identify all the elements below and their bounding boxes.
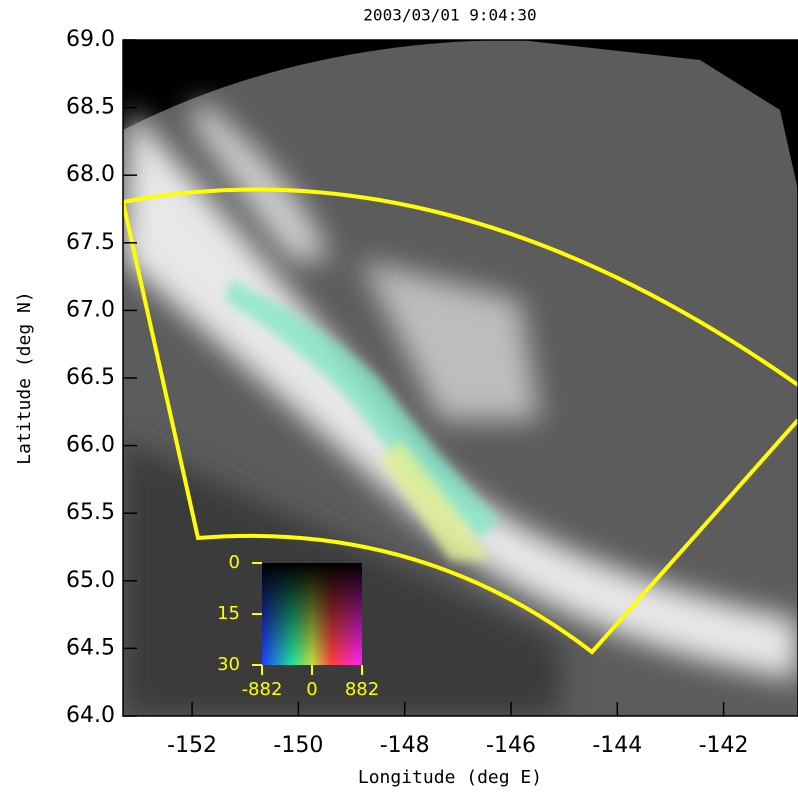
y-tick-label: 68.5	[66, 95, 115, 120]
colorbar-y-label: 0	[229, 552, 240, 573]
colorbar-fade	[262, 563, 362, 665]
y-tick-label: 66.5	[66, 365, 115, 390]
colorbar: 0 15 30-882 0 882	[217, 552, 379, 700]
colorbar-y-label: 30	[217, 654, 240, 675]
y-tick-label: 68.0	[66, 162, 115, 187]
y-axis-label: Latitude (deg N)	[14, 291, 35, 464]
y-tick-label: 67.5	[66, 230, 115, 255]
x-tick-label: -144	[592, 733, 642, 758]
x-tick-label: -142	[699, 733, 749, 758]
x-tick-label: -148	[380, 733, 430, 758]
colorbar-y-label: 15	[217, 603, 240, 624]
chart-title: 2003/03/01 9:04:30	[363, 6, 536, 25]
y-tick-label: 66.0	[66, 433, 115, 458]
fan-outline	[121, 187, 798, 655]
x-axis-label: Longitude (deg E)	[358, 767, 542, 788]
x-tick-label: -150	[273, 733, 323, 758]
y-tick-label: 64.5	[66, 635, 115, 660]
aurora-image	[123, 40, 798, 716]
y-tick-label: 64.0	[66, 703, 115, 728]
x-tick-label: -146	[486, 733, 536, 758]
y-tick-label: 65.5	[66, 500, 115, 525]
x-tick-label: -152	[167, 733, 217, 758]
colorbar-x-label: 0	[306, 679, 317, 700]
colorbar-x-label: 882	[345, 679, 379, 700]
y-tick-label: 65.0	[66, 568, 115, 593]
radar-fan	[121, 187, 798, 655]
y-tick-label: 67.0	[66, 297, 115, 322]
y-tick-label: 69.0	[66, 27, 115, 52]
colorbar-x-label: -882	[242, 679, 283, 700]
